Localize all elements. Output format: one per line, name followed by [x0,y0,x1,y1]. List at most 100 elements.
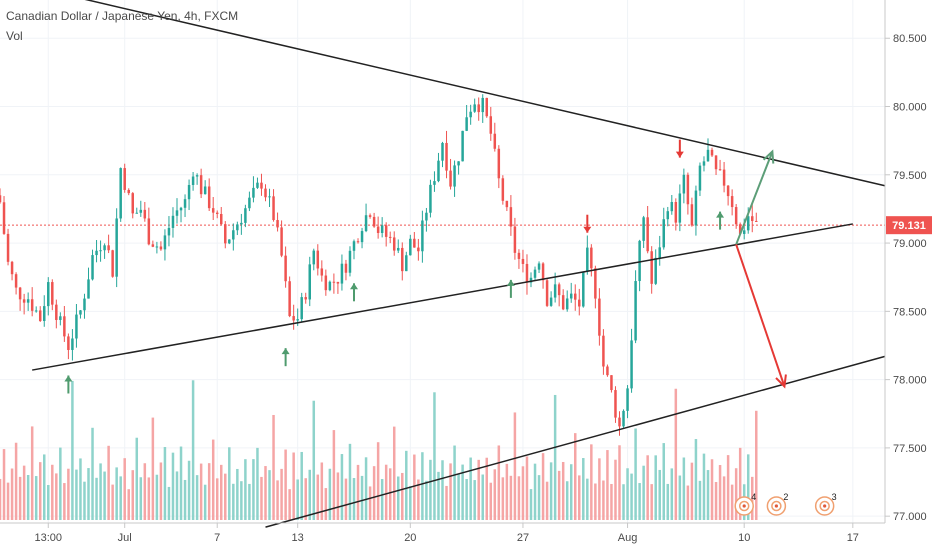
event-badge-dot [774,504,778,508]
candle-body [421,220,424,252]
candle-body [87,279,90,299]
volume-bar [722,476,726,520]
candle-body [368,215,372,217]
volume-bar [280,468,283,520]
candle-body [324,275,328,291]
candle-body [328,281,332,291]
volume-bar [352,478,356,520]
candle-body [372,216,376,227]
up-arrow-icon [281,348,290,367]
time-tick-label: 13 [292,532,304,544]
volume-bar [332,430,336,520]
volume-bar [545,481,549,520]
volume-bar [425,480,428,520]
candle-body [10,261,14,275]
candle-body [256,182,259,188]
price-tick-label: 77.000 [893,511,927,523]
candle-body [586,247,589,272]
candle-body [187,184,191,200]
candle-body [485,97,488,117]
price-tick-label: 79.500 [893,170,927,182]
up-arrow-icon-head [64,375,73,382]
candle-body [288,281,291,317]
volume-bar [43,454,46,520]
candle-body [34,310,38,312]
volume-bar [312,400,316,520]
candle-body [127,189,130,194]
volume-bar [55,473,58,520]
volume-bar [123,458,126,520]
candle-body [296,319,299,321]
volume-bar [698,480,702,520]
volume-bar [670,468,674,520]
candle-body [569,293,573,299]
volume-bar [6,482,10,520]
volume-bar [642,465,645,520]
candle-body [413,238,416,248]
volume-bar [477,459,480,520]
candle-body [730,196,734,208]
time-tick-label: 13:00 [35,532,63,544]
volume-bar [187,460,191,520]
volume-bar [14,442,18,520]
event-badge[interactable]: 2 [766,492,788,516]
volume-bar [509,475,513,520]
candle-body [501,178,505,201]
candle-body [461,130,464,162]
volume-bar [473,480,476,520]
candle-body [260,182,263,189]
time-tick-label: 7 [214,532,220,544]
volume-bar [433,392,436,520]
volume-bar [384,464,388,520]
volume-bar [666,483,670,520]
candle-body [545,280,549,306]
candle-body [590,247,593,269]
time-tick-label: Jul [118,532,132,544]
candle-body [755,220,758,222]
event-badge[interactable]: 3 [814,492,837,516]
event-badge-count: 2 [783,492,788,502]
volume-bar [501,477,505,520]
candle-body [47,282,50,307]
projection-shaft [735,244,786,387]
volume-bar [565,481,569,520]
event-badge[interactable]: 4 [734,492,756,516]
volume-bar [240,481,243,520]
candle-body [203,186,207,195]
candle-body [22,299,26,303]
candle-body [292,316,295,321]
candle-body [99,250,102,252]
price-axis-labels: 80.500 80.000 79.500 79.000 78.500 78.000 77.5… [885,33,927,523]
volume-bar [686,485,690,520]
trendline [32,223,853,371]
projection-arrow-up [735,149,775,245]
volume-bar [199,463,203,520]
candle-body [513,226,517,253]
volume-bar [706,470,710,520]
candle-body [123,168,126,190]
volume-bar [610,483,613,520]
volume-bar [521,466,525,520]
current-price-tag: 79.131 [886,216,932,235]
volume-bar [638,483,641,520]
volume-bar [256,447,259,520]
volume-bar [163,447,167,520]
event-badges[interactable]: 4 2 3 [734,492,837,516]
candle-body [71,338,74,350]
candle-body [710,149,714,156]
candle-body [433,181,436,185]
event-badge-count: 3 [832,492,837,502]
candle-body [155,246,159,248]
candle-body [220,213,223,225]
candle-body [167,227,171,236]
price-tick-label: 79.000 [893,238,927,250]
candle-body [268,196,271,198]
up-arrow-icon [716,211,725,230]
candle-body [614,390,617,418]
candle-body [232,230,235,240]
volume-bar [392,426,396,520]
volume-bar [586,478,589,520]
volume-bar [405,450,408,520]
candle-body [376,226,380,233]
